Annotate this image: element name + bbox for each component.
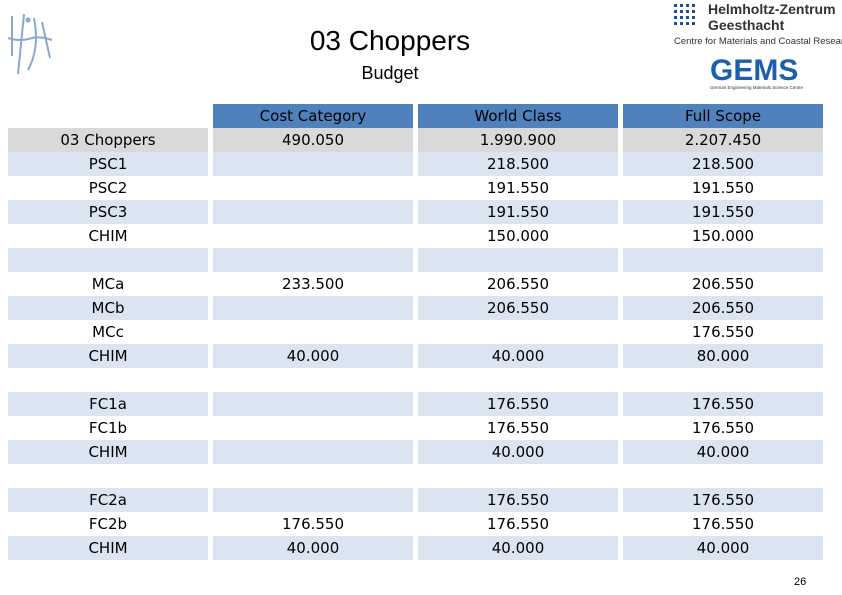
table-cell: FC1b — [8, 416, 208, 440]
table-cell: PSC1 — [8, 152, 208, 176]
table-cell: 218.500 — [418, 152, 618, 176]
table-cell: 176.550 — [623, 416, 823, 440]
svg-text:GEMS: GEMS — [710, 54, 798, 87]
table-cell — [8, 368, 208, 392]
svg-text:German Engineering Materials S: German Engineering Materials Science Cen… — [710, 85, 804, 90]
table-cell: PSC2 — [8, 176, 208, 200]
table-cell — [623, 368, 823, 392]
table-cell — [8, 464, 208, 488]
table-cell: 40.000 — [623, 440, 823, 464]
table-cell: 176.550 — [623, 488, 823, 512]
table-cell — [213, 488, 413, 512]
table-cell — [418, 368, 618, 392]
table-cell: 176.550 — [418, 392, 618, 416]
table-cell: 233.500 — [213, 272, 413, 296]
table-cell: 176.550 — [418, 512, 618, 536]
header-cell: Cost Category — [213, 104, 413, 128]
table-cell: 150.000 — [623, 224, 823, 248]
header-cell: World Class — [418, 104, 618, 128]
table-cell: MCc — [8, 320, 208, 344]
table-cell: 176.550 — [623, 320, 823, 344]
table-cell: CHIM — [8, 224, 208, 248]
table-cell — [213, 248, 413, 272]
table-cell: 191.550 — [418, 176, 618, 200]
table-cell: 191.550 — [418, 200, 618, 224]
table-cell — [213, 176, 413, 200]
table-cell: 176.550 — [623, 512, 823, 536]
table-cell: 191.550 — [623, 176, 823, 200]
table-cell — [213, 296, 413, 320]
table-cell: 206.550 — [418, 272, 618, 296]
table-cell — [8, 248, 208, 272]
table-cell: 2.207.450 — [623, 128, 823, 152]
table-cell: MCa — [8, 272, 208, 296]
table-cell: 176.550 — [418, 416, 618, 440]
header-cell: Full Scope — [623, 104, 823, 128]
table-cell: 206.550 — [623, 272, 823, 296]
table-cell: FC2b — [8, 512, 208, 536]
table-cell: 206.550 — [418, 296, 618, 320]
table-cell: CHIM — [8, 440, 208, 464]
table-cell — [623, 464, 823, 488]
table-cell: FC1a — [8, 392, 208, 416]
svg-text:Geesthacht: Geesthacht — [708, 17, 785, 33]
table-cell: 80.000 — [623, 344, 823, 368]
table-cell: PSC3 — [8, 200, 208, 224]
ujf-logo: ujf — [4, 8, 56, 84]
table-cell — [623, 248, 823, 272]
table-cell — [213, 416, 413, 440]
table-cell: 191.550 — [623, 200, 823, 224]
table-cell — [213, 440, 413, 464]
svg-text:Centre for Materials and Coast: Centre for Materials and Coastal Researc… — [674, 36, 842, 47]
table-cell: 176.550 — [418, 488, 618, 512]
header-cell-blank — [8, 104, 208, 128]
page-number: 26 — [794, 576, 807, 588]
hzg-gems-logo: Helmholtz-Zentrum Geesthacht Centre for … — [668, 0, 842, 96]
table-cell — [213, 224, 413, 248]
table-cell: 40.000 — [623, 536, 823, 560]
table-cell: 40.000 — [418, 440, 618, 464]
table-cell — [213, 320, 413, 344]
table-cell: 40.000 — [418, 344, 618, 368]
table-cell: 218.500 — [623, 152, 823, 176]
table-cell — [213, 464, 413, 488]
slide-subtitle: Budget — [361, 63, 419, 83]
table-cell: FC2a — [8, 488, 208, 512]
svg-text:Helmholtz-Zentrum: Helmholtz-Zentrum — [708, 1, 836, 17]
table-cell: 176.550 — [623, 392, 823, 416]
table-cell: 40.000 — [213, 536, 413, 560]
table-cell: 490.050 — [213, 128, 413, 152]
budget-table: Cost Category World Class Full Scope 03 Cho… — [8, 104, 824, 560]
table-cell — [213, 200, 413, 224]
table-cell — [418, 464, 618, 488]
table-cell — [418, 248, 618, 272]
table-cell: CHIM — [8, 536, 208, 560]
table-cell: MCb — [8, 296, 208, 320]
table-cell: 206.550 — [623, 296, 823, 320]
table-cell: 1.990.900 — [418, 128, 618, 152]
table-cell: 150.000 — [418, 224, 618, 248]
table-cell — [213, 152, 413, 176]
table-cell: 03 Choppers — [8, 128, 208, 152]
table-cell: 176.550 — [213, 512, 413, 536]
table-cell: CHIM — [8, 344, 208, 368]
table-cell: 40.000 — [418, 536, 618, 560]
table-cell — [418, 320, 618, 344]
table-cell — [213, 392, 413, 416]
table-cell: 40.000 — [213, 344, 413, 368]
table-cell — [213, 368, 413, 392]
slide-title: 03 Choppers — [309, 25, 471, 56]
